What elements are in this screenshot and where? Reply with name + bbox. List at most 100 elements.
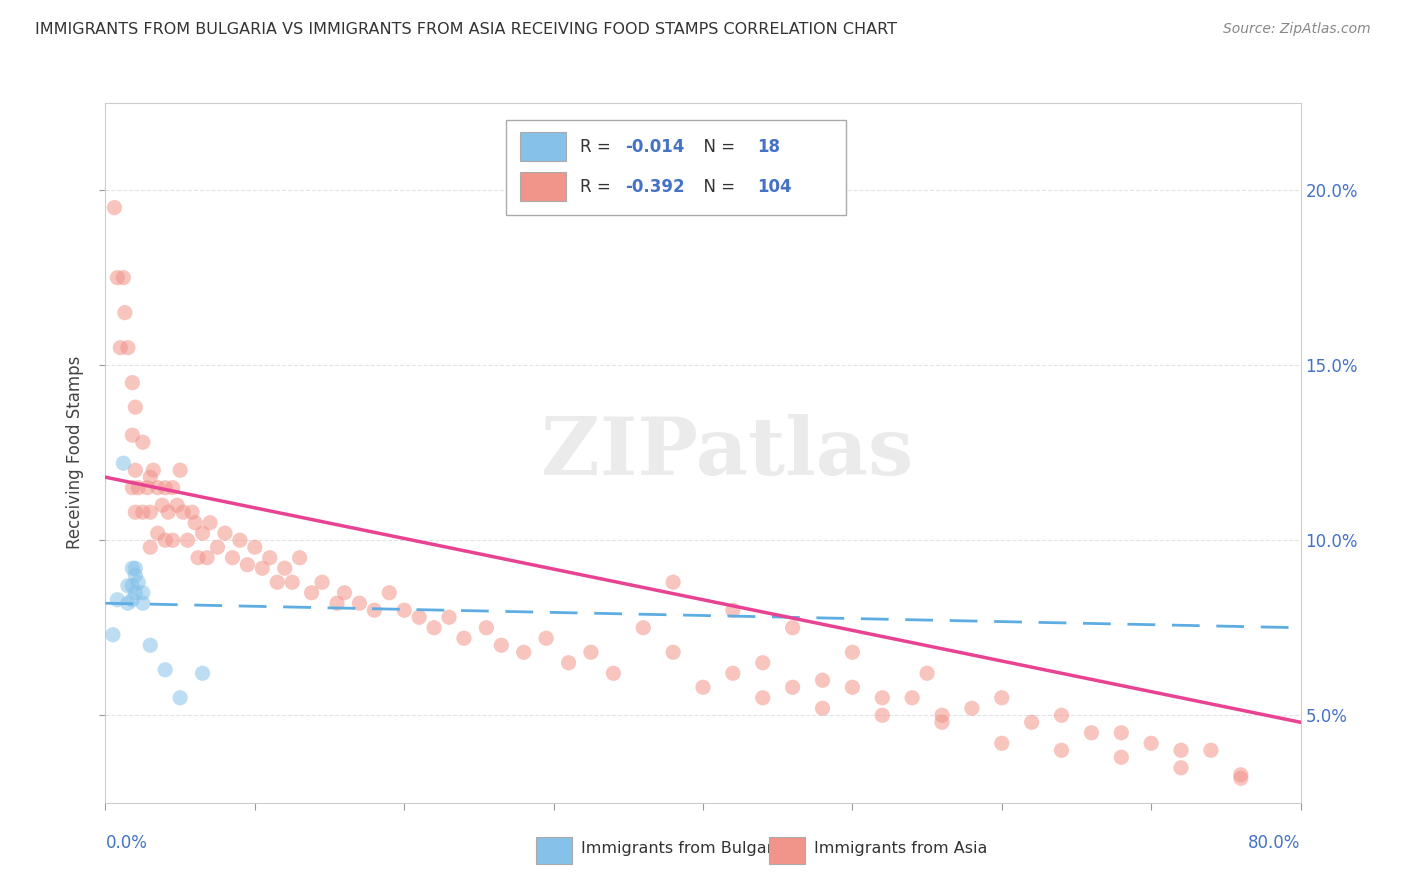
Text: Immigrants from Bulgaria: Immigrants from Bulgaria	[581, 841, 787, 855]
Point	[1021, 715, 1043, 730]
Point	[243, 540, 266, 554]
Point	[692, 680, 714, 694]
Point	[311, 575, 333, 590]
Point	[266, 575, 288, 590]
Point	[110, 341, 132, 355]
Point	[931, 708, 953, 723]
Point	[751, 690, 773, 705]
Point	[394, 603, 416, 617]
Text: -0.014: -0.014	[626, 137, 685, 156]
Point	[960, 701, 983, 715]
Point	[101, 628, 124, 642]
FancyBboxPatch shape	[506, 120, 846, 215]
Point	[841, 645, 863, 659]
Point	[236, 558, 259, 572]
Point	[207, 540, 229, 554]
Point	[181, 505, 204, 519]
Text: ZIPatlas: ZIPatlas	[541, 414, 912, 491]
Text: -0.392: -0.392	[626, 178, 685, 195]
Point	[132, 505, 155, 519]
Point	[112, 456, 135, 470]
Point	[901, 690, 924, 705]
Point	[136, 481, 159, 495]
Point	[155, 663, 177, 677]
Text: N =: N =	[693, 137, 741, 156]
Text: R =: R =	[579, 178, 616, 195]
Point	[349, 596, 371, 610]
Point	[931, 715, 953, 730]
Point	[121, 579, 143, 593]
Point	[139, 470, 162, 484]
Point	[112, 270, 135, 285]
Point	[513, 645, 536, 659]
Bar	[769, 837, 804, 863]
Point	[408, 610, 430, 624]
Point	[103, 201, 125, 215]
Point	[1229, 768, 1253, 782]
Point	[117, 341, 139, 355]
Point	[662, 645, 685, 659]
Point	[121, 592, 143, 607]
Point	[107, 270, 129, 285]
Point	[121, 428, 143, 442]
Point	[273, 561, 295, 575]
Text: 80.0%: 80.0%	[1249, 834, 1301, 853]
Point	[1111, 726, 1133, 740]
Point	[990, 690, 1012, 705]
Point	[132, 585, 155, 599]
Point	[176, 533, 198, 548]
Point	[579, 645, 602, 659]
Point	[229, 533, 252, 548]
Point	[121, 481, 143, 495]
Point	[1080, 726, 1102, 740]
Point	[107, 592, 129, 607]
Point	[191, 666, 214, 681]
Text: Source: ZipAtlas.com: Source: ZipAtlas.com	[1223, 22, 1371, 37]
Point	[121, 376, 143, 390]
Point	[288, 550, 311, 565]
Point	[127, 481, 149, 495]
Point	[124, 505, 146, 519]
Point	[378, 585, 401, 599]
Point	[453, 632, 475, 646]
Bar	[536, 837, 571, 863]
Point	[841, 680, 863, 694]
Text: 18: 18	[756, 137, 780, 156]
Point	[121, 561, 143, 575]
Point	[1050, 743, 1073, 757]
Point	[157, 505, 180, 519]
Point	[534, 632, 557, 646]
Point	[662, 575, 685, 590]
Point	[150, 498, 173, 512]
Point	[633, 621, 655, 635]
Point	[1170, 761, 1192, 775]
Point	[557, 656, 579, 670]
Point	[811, 701, 834, 715]
Point	[155, 481, 177, 495]
Point	[169, 463, 191, 477]
Text: R =: R =	[579, 137, 616, 156]
Point	[491, 638, 513, 652]
Point	[132, 435, 155, 450]
Point	[259, 550, 281, 565]
Text: 104: 104	[756, 178, 792, 195]
Point	[146, 481, 169, 495]
Point	[191, 526, 214, 541]
Point	[721, 666, 744, 681]
Point	[124, 400, 146, 414]
Point	[195, 550, 218, 565]
Bar	[520, 132, 565, 161]
Point	[124, 561, 146, 575]
Point	[811, 673, 834, 688]
Point	[146, 526, 169, 541]
Point	[252, 561, 274, 575]
Point	[142, 463, 165, 477]
Text: IMMIGRANTS FROM BULGARIA VS IMMIGRANTS FROM ASIA RECEIVING FOOD STAMPS CORRELATI: IMMIGRANTS FROM BULGARIA VS IMMIGRANTS F…	[35, 22, 897, 37]
Point	[1199, 743, 1222, 757]
Point	[127, 575, 149, 590]
Point	[437, 610, 460, 624]
Point	[184, 516, 207, 530]
Point	[363, 603, 385, 617]
Point	[162, 481, 184, 495]
Point	[187, 550, 209, 565]
